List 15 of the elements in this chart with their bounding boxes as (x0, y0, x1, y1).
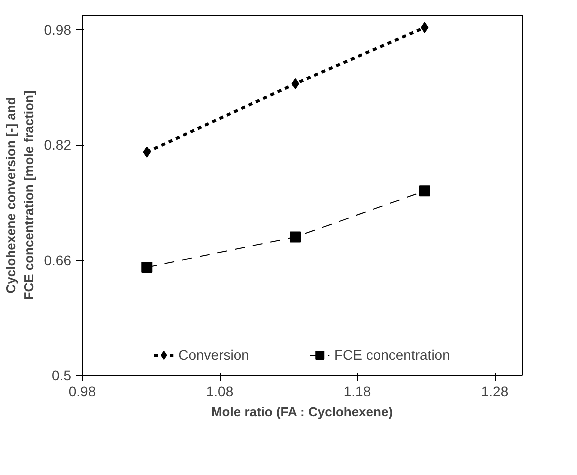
legend-label: Conversion (178, 347, 250, 363)
point (290, 232, 302, 243)
x-tick-label: 1.18 (344, 384, 372, 400)
y-tick-label: 0.98 (44, 22, 72, 38)
x-tick-label: 0.98 (68, 384, 96, 400)
y-tick-label: 0.82 (44, 137, 72, 154)
point (142, 262, 153, 273)
x-tick-label: 1.28 (481, 384, 509, 400)
y-axis-title: Cyclohexene conversion [-] and FCE concentration [mole fraction] (3, 90, 36, 300)
y-tick-label: 0.5 (52, 368, 72, 384)
x-axis-title: Mole ratio (FA : Cyclohexene) (211, 404, 394, 420)
point (419, 186, 430, 197)
legend-label: FCE concentration (334, 347, 450, 363)
y-tick-label: 0.66 (44, 252, 72, 268)
x-tick-label: 1.08 (206, 384, 234, 400)
